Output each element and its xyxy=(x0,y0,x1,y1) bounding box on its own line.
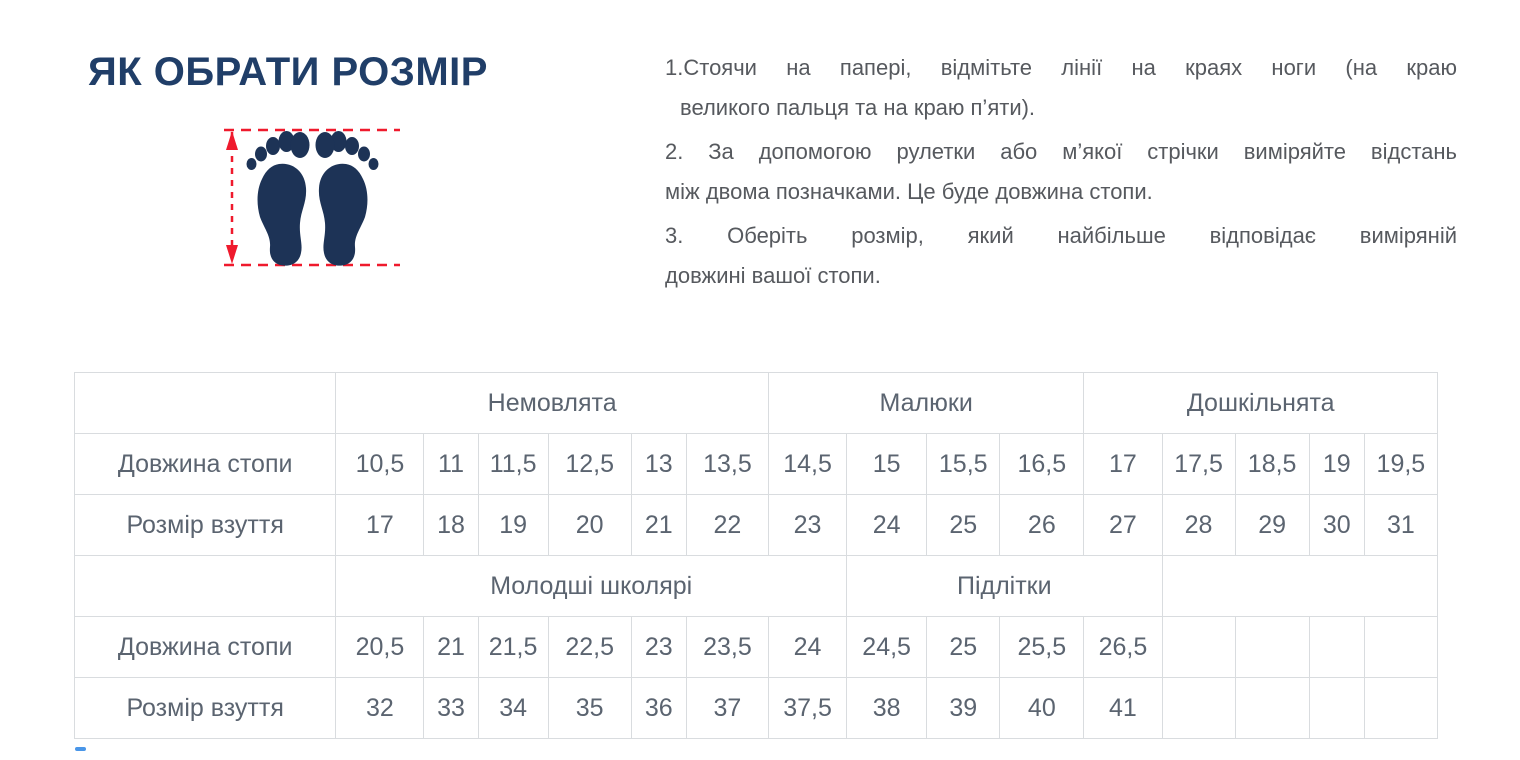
instruction-step-2-line-2: між двома позначками. Це буде довжина ст… xyxy=(665,179,1153,204)
size-value-cell: 19 xyxy=(1308,433,1365,495)
age-group-row: Молодші школярі Підлітки xyxy=(73,555,1438,617)
age-group-header-cell: Молодші школярі xyxy=(335,555,848,617)
size-value-cell: 12,5 xyxy=(547,433,632,495)
empty-cell xyxy=(1363,616,1439,678)
size-data-row: Розмір взуття 17 18 19 20 21 22 23 24 25 26 27 28 29 3… xyxy=(73,494,1439,556)
size-value-cell: 22,5 xyxy=(547,616,632,678)
size-value-cell: 19 xyxy=(477,494,549,556)
size-value-cell: 19,5 xyxy=(1363,433,1439,495)
size-value-cell: 24 xyxy=(846,494,928,556)
size-value-cell: 18 xyxy=(423,494,479,556)
size-value-cell: 17 xyxy=(1083,433,1163,495)
size-value-cell: 41 xyxy=(1083,677,1163,739)
row-label-cell: Розмір взуття xyxy=(73,677,337,739)
age-group-header-cell: Немовлята xyxy=(335,372,769,434)
size-value-cell: 24 xyxy=(767,616,848,678)
instruction-step-3-line-1: 3. Оберіть розмір, який найбільше відпов… xyxy=(665,223,1457,248)
row-label-cell: Довжина стопи xyxy=(73,616,337,678)
size-value-cell: 37,5 xyxy=(767,677,848,739)
size-value-cell: 25 xyxy=(926,616,1001,678)
size-value-cell: 37 xyxy=(685,677,769,739)
page-title: ЯК ОБРАТИ РОЗМІР xyxy=(88,50,488,94)
instruction-step-1-line-2: великого пальця та на краю п’яти). xyxy=(680,95,1036,120)
instruction-step-2-line-1: 2. За допомогою рулетки або м’якої стріч… xyxy=(665,139,1457,164)
measure-arrow-icon xyxy=(226,131,238,264)
instructions-list: 1.Стоячи на папері, відмітьте лінії на к… xyxy=(665,48,1457,296)
empty-cell xyxy=(1161,677,1236,739)
size-value-cell: 24,5 xyxy=(846,616,928,678)
size-value-cell: 17,5 xyxy=(1161,433,1236,495)
size-value-cell: 10,5 xyxy=(335,433,425,495)
size-value-cell: 32 xyxy=(335,677,425,739)
size-value-cell: 22 xyxy=(685,494,769,556)
size-value-cell: 13 xyxy=(630,433,687,495)
empty-cell xyxy=(73,372,337,434)
size-value-cell: 15 xyxy=(846,433,928,495)
size-value-cell: 33 xyxy=(423,677,479,739)
size-value-cell: 35 xyxy=(547,677,632,739)
size-value-cell: 40 xyxy=(999,677,1085,739)
size-value-cell: 16,5 xyxy=(999,433,1085,495)
left-footprint-icon xyxy=(246,131,310,266)
size-value-cell: 23 xyxy=(767,494,848,556)
size-value-cell: 21,5 xyxy=(477,616,549,678)
size-value-cell: 36 xyxy=(630,677,687,739)
age-group-row: Немовлята Малюки Дошкільнята xyxy=(73,372,1438,434)
size-value-cell: 27 xyxy=(1083,494,1163,556)
size-value-cell: 29 xyxy=(1234,494,1310,556)
size-value-cell: 34 xyxy=(477,677,549,739)
bottom-blue-dash xyxy=(75,747,86,751)
size-value-cell: 28 xyxy=(1161,494,1236,556)
size-value-cell: 23,5 xyxy=(685,616,769,678)
size-value-cell: 26,5 xyxy=(1083,616,1163,678)
empty-cell xyxy=(1161,616,1236,678)
size-value-cell: 25 xyxy=(926,494,1001,556)
size-value-cell: 15,5 xyxy=(926,433,1001,495)
size-value-cell: 14,5 xyxy=(767,433,848,495)
size-table: Немовлята Малюки Дошкільнята Довжина стопи 1… xyxy=(73,372,1439,739)
empty-cell xyxy=(1161,555,1438,617)
instruction-step-1-line-1: 1.Стоячи на папері, відмітьте лінії на к… xyxy=(665,55,1457,80)
size-value-cell: 38 xyxy=(846,677,928,739)
size-value-cell: 17 xyxy=(335,494,425,556)
size-value-cell: 25,5 xyxy=(999,616,1085,678)
size-data-row: Довжина стопи 20,5 21 21,5 22,5 23 23,5 24 24,5 2… xyxy=(73,616,1439,678)
size-value-cell: 11,5 xyxy=(477,433,549,495)
size-value-cell: 26 xyxy=(999,494,1085,556)
size-value-cell: 11 xyxy=(423,433,479,495)
size-data-row: Довжина стопи 10,5 11 11,5 12,5 13 13,5 14,5 15 1… xyxy=(73,433,1439,495)
row-label-cell: Розмір взуття xyxy=(73,494,337,556)
age-group-header-cell: Малюки xyxy=(767,372,1085,434)
size-value-cell: 13,5 xyxy=(685,433,769,495)
size-data-row: Розмір взуття 32 33 34 35 36 37 37,5 38 39 40 41 xyxy=(73,677,1439,739)
age-group-header-cell: Підлітки xyxy=(846,555,1163,617)
size-value-cell: 31 xyxy=(1363,494,1439,556)
empty-cell xyxy=(1363,677,1439,739)
size-value-cell: 21 xyxy=(423,616,479,678)
right-footprint-icon xyxy=(315,131,379,266)
instruction-step-3-line-2: довжині вашої стопи. xyxy=(665,263,881,288)
size-value-cell: 20 xyxy=(547,494,632,556)
size-value-cell: 39 xyxy=(926,677,1001,739)
foot-measurement-illustration xyxy=(222,124,402,272)
row-label-cell: Довжина стопи xyxy=(73,433,337,495)
empty-cell xyxy=(73,555,337,617)
size-value-cell: 23 xyxy=(630,616,687,678)
size-value-cell: 18,5 xyxy=(1234,433,1310,495)
empty-cell xyxy=(1308,616,1365,678)
age-group-header-cell: Дошкільнята xyxy=(1083,372,1438,434)
size-value-cell: 20,5 xyxy=(335,616,425,678)
empty-cell xyxy=(1234,677,1310,739)
size-value-cell: 21 xyxy=(630,494,687,556)
empty-cell xyxy=(1308,677,1365,739)
empty-cell xyxy=(1234,616,1310,678)
size-value-cell: 30 xyxy=(1308,494,1365,556)
